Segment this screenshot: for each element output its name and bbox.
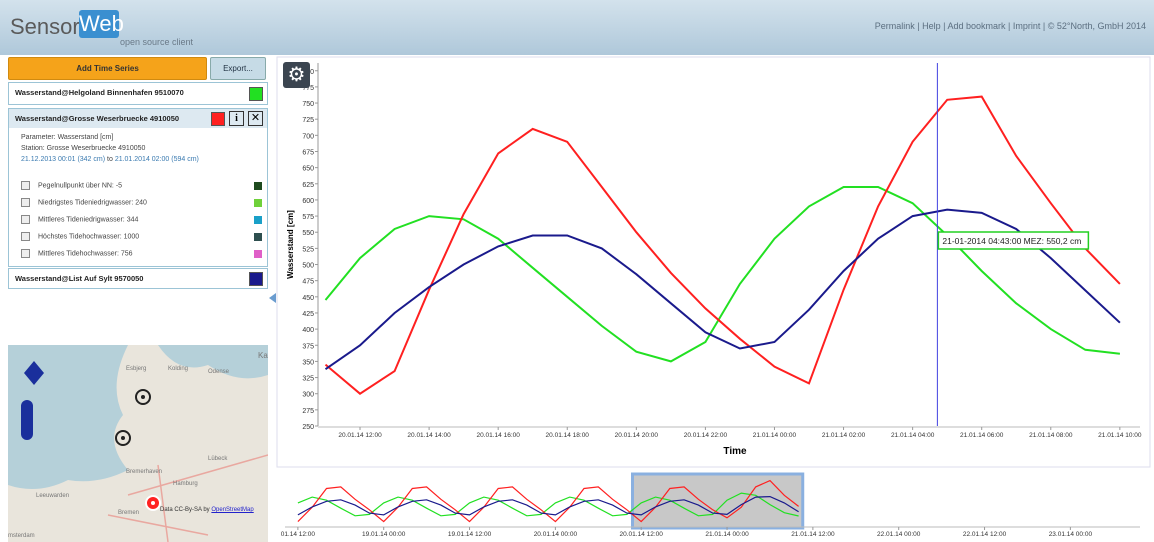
x-tick-label: 20.01.14 00:00 [534,531,578,538]
x-tick-label: 22.01.14 12:00 [963,531,1007,538]
y-tick-label: 350 [302,359,314,366]
y-tick-label: 400 [302,327,314,334]
x-tick-label: 21.01.14 10:00 [1098,432,1142,439]
x-tick-label: 20.01.14 12:00 [338,432,382,439]
chart: 250 275 300 325 350 375 400 425 450 475 500 525 550 5… [0,0,1154,542]
x-tick-label: 20.01.14 12:00 [620,531,664,538]
x-tick-label: 21.01.14 00:00 [705,531,749,538]
y-axis-label: Wasserstand [cm] [286,210,295,279]
x-tick-label: 21.01.14 06:00 [960,432,1004,439]
x-tick-label: 21.01.14 00:00 [753,432,797,439]
y-tick-label: 250 [302,424,314,431]
x-axis-label: Time [723,446,747,457]
x-tick-label: 20.01.14 18:00 [546,432,590,439]
x-tick-label: 20.01.14 14:00 [407,432,451,439]
y-tick-label: 575 [302,214,314,221]
y-tick-label: 625 [302,182,314,189]
x-tick-label: 20.01.14 22:00 [684,432,728,439]
x-tick-label: 01.14 12:00 [281,531,316,538]
y-tick-label: 475 [302,279,314,286]
y-tick-label: 375 [302,343,314,350]
y-tick-label: 275 [302,408,314,415]
x-tick-label: 21.01.14 04:00 [891,432,935,439]
x-tick-label: 19.01.14 00:00 [362,531,406,538]
x-tick-label: 23.01.14 00:00 [1049,531,1093,538]
x-tick-label: 22.01.14 00:00 [877,531,921,538]
y-tick-label: 700 [302,133,314,140]
y-tick-label: 725 [302,117,314,124]
x-tick-label: 19.01.14 12:00 [448,531,492,538]
y-tick-label: 550 [302,230,314,237]
chart-frame [277,57,1150,467]
y-tick-label: 600 [302,198,314,205]
x-tick-label: 21.01.14 12:00 [791,531,835,538]
y-tick-label: 750 [302,101,314,108]
x-tick-label: 20.01.14 20:00 [615,432,659,439]
y-tick-label: 425 [302,311,314,318]
y-tick-label: 525 [302,246,314,253]
overview-selection [633,474,803,528]
x-tick-label: 21.01.14 08:00 [1029,432,1073,439]
tooltip-text: 21-01-2014 04:43:00 MEZ: 550,2 cm [942,236,1081,246]
y-tick-label: 300 [302,392,314,399]
y-tick-label: 325 [302,376,314,383]
y-tick-label: 650 [302,166,314,173]
y-tick-label: 675 [302,149,314,156]
y-tick-label: 450 [302,295,314,302]
page: { "header":{"logo_left":"Sensor","logo_r… [0,0,1154,542]
x-tick-label: 20.01.14 16:00 [476,432,520,439]
x-tick-label: 21.01.14 02:00 [822,432,866,439]
y-tick-label: 500 [302,263,314,270]
settings-button[interactable]: ⚙ [283,62,310,88]
